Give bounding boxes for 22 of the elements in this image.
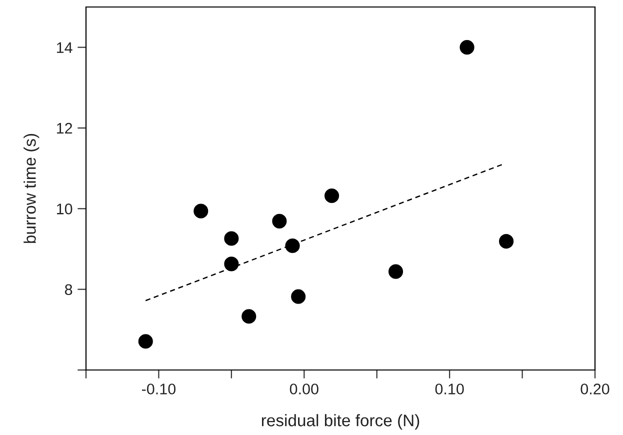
point bbox=[499, 234, 514, 249]
x-tick-label: 0.00 bbox=[290, 384, 318, 394]
point bbox=[285, 238, 300, 254]
point bbox=[138, 334, 153, 349]
x-axis-title: residual bite force (N) bbox=[262, 414, 420, 430]
point bbox=[324, 188, 340, 204]
point bbox=[194, 204, 208, 218]
x-tick-label: -0.10 bbox=[142, 384, 176, 394]
y-tick-label: 10 bbox=[56, 204, 72, 214]
x-tick-label: 0.10 bbox=[435, 384, 464, 394]
y-axis-title: burrow time (s) bbox=[24, 134, 40, 243]
point bbox=[224, 231, 239, 246]
y-tick-label: 12 bbox=[56, 122, 72, 134]
y-tick-label: 8 bbox=[64, 284, 72, 296]
point bbox=[291, 289, 306, 304]
y-tick-label: 14 bbox=[56, 42, 72, 53]
x-tick-label: 0.20 bbox=[580, 384, 610, 394]
point bbox=[272, 214, 287, 228]
point bbox=[388, 264, 404, 279]
point bbox=[242, 309, 256, 324]
point bbox=[460, 40, 474, 55]
point bbox=[224, 256, 239, 272]
